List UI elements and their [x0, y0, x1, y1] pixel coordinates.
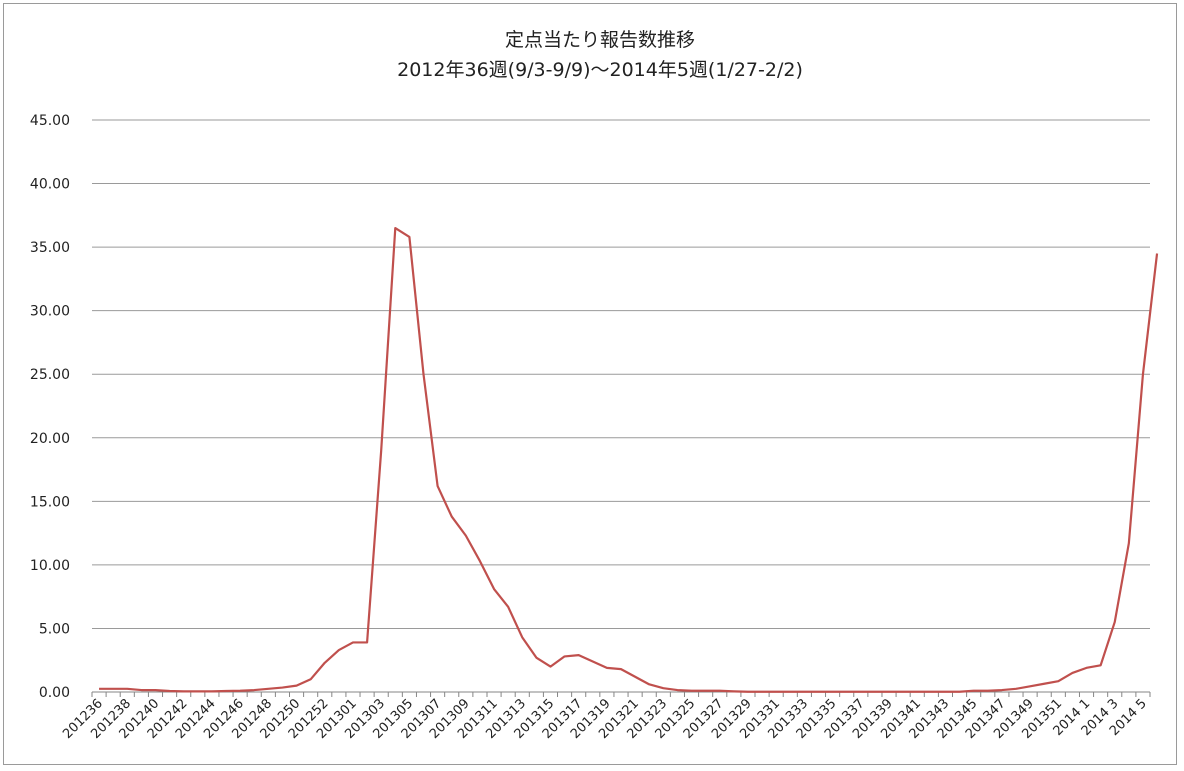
y-tick-label: 25.00 [30, 367, 70, 383]
y-tick-label: 30.00 [30, 304, 70, 320]
y-tick-label: 40.00 [30, 177, 70, 193]
x-axis-ticks: 2012362012382012402012422012442012462012… [60, 696, 1150, 742]
y-tick-label: 5.00 [39, 621, 70, 637]
series-layer [99, 226, 1159, 693]
y-tick-label: 10.00 [30, 558, 70, 574]
series-line [99, 226, 1159, 693]
chart-frame: 定点当たり報告数推移 2012年36週(9/3-9/9)～2014年5週(1/2… [3, 3, 1177, 765]
chart-title: 定点当たり報告数推移 [505, 29, 695, 51]
y-tick-label: 0.00 [39, 685, 70, 701]
line-chart: 定点当たり報告数推移 2012年36週(9/3-9/9)～2014年5週(1/2… [30, 29, 1159, 742]
y-tick-label: 15.00 [30, 494, 70, 510]
y-tick-label: 45.00 [30, 113, 70, 129]
gridlines [92, 119, 1150, 629]
chart-subtitle: 2012年36週(9/3-9/9)～2014年5週(1/27-2/2) [397, 59, 803, 81]
x-axis [91, 691, 1151, 697]
y-tick-label: 35.00 [30, 240, 70, 256]
y-axis-ticks: 0.00 5.00 10.00 15.00 20.00 25.00 30.00 35.00 40… [30, 113, 70, 701]
y-tick-label: 20.00 [30, 431, 70, 447]
